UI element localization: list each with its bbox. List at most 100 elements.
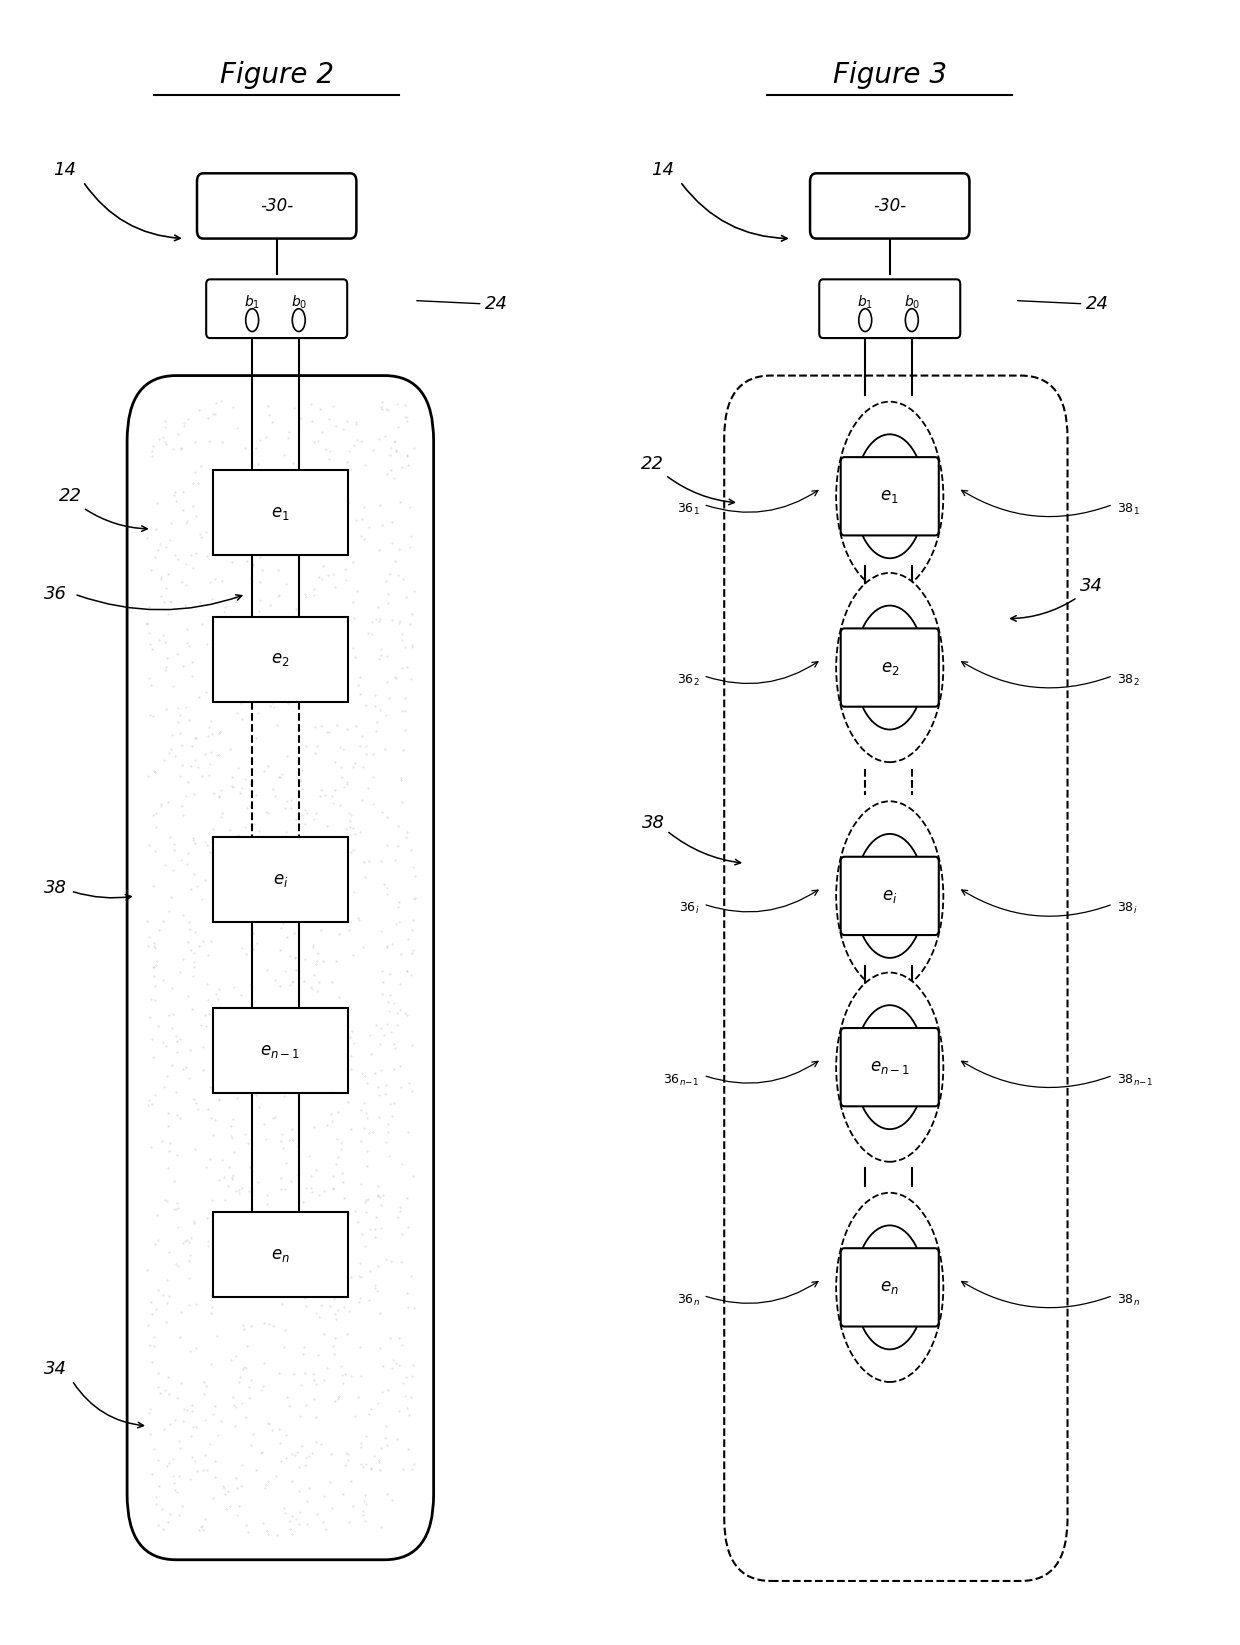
Point [211, 719, 231, 745]
Point [196, 678, 216, 704]
Point [159, 1449, 179, 1476]
Point [143, 433, 162, 459]
Point [232, 1472, 252, 1499]
Text: $e_n$: $e_n$ [880, 1278, 899, 1296]
Point [303, 1439, 322, 1466]
Point [285, 944, 305, 971]
Point [371, 1015, 391, 1041]
Point [191, 1513, 211, 1540]
Point [277, 1383, 296, 1410]
Point [295, 653, 315, 679]
Point [374, 1425, 394, 1451]
Point [259, 1411, 279, 1438]
Point [202, 502, 222, 528]
Point [212, 997, 232, 1023]
Point [370, 646, 389, 673]
Point [301, 975, 321, 1002]
Point [312, 994, 332, 1020]
Text: $b_0$: $b_0$ [904, 293, 920, 311]
Point [145, 951, 165, 977]
Point [306, 1253, 326, 1280]
Point [374, 1022, 394, 1048]
Point [185, 1086, 205, 1112]
Point [366, 681, 386, 707]
Point [150, 916, 170, 943]
Point [322, 1163, 342, 1189]
Point [397, 443, 417, 469]
Point [281, 1168, 301, 1194]
Point [211, 803, 231, 829]
Point [396, 405, 415, 431]
Point [218, 1477, 238, 1504]
Point [182, 1392, 202, 1418]
Point [200, 839, 219, 865]
Point [258, 1467, 278, 1494]
Point [154, 1074, 174, 1101]
Point [306, 1265, 326, 1291]
FancyBboxPatch shape [810, 173, 970, 239]
Point [371, 1031, 391, 1058]
Point [143, 1301, 162, 1328]
Point [324, 901, 343, 928]
Point [277, 1444, 296, 1471]
Point [377, 643, 397, 670]
Point [289, 1454, 309, 1480]
Text: $e_1$: $e_1$ [880, 487, 899, 505]
Point [269, 582, 289, 609]
Point [171, 847, 191, 873]
Point [200, 762, 219, 788]
Point [184, 860, 203, 887]
Point [138, 610, 157, 637]
Point [212, 1474, 232, 1500]
Point [345, 643, 365, 670]
Point [139, 594, 159, 620]
Point [324, 1175, 343, 1201]
Point [398, 1214, 418, 1240]
Point [306, 1370, 326, 1397]
Point [377, 880, 397, 906]
Point [310, 395, 330, 421]
Point [398, 1295, 418, 1321]
Point [284, 842, 304, 869]
Point [387, 1012, 407, 1038]
Point [198, 987, 218, 1013]
Point [242, 1367, 262, 1393]
Point [191, 452, 211, 479]
Point [397, 819, 417, 846]
Point [190, 396, 210, 423]
Point [281, 786, 301, 813]
Point [376, 1128, 396, 1155]
Point [185, 920, 205, 946]
Point [371, 1457, 391, 1484]
Point [227, 1342, 247, 1369]
Point [153, 967, 172, 994]
Point [139, 832, 159, 859]
Point [326, 536, 346, 563]
Point [341, 1056, 361, 1082]
Point [306, 1156, 326, 1183]
Point [139, 665, 159, 691]
Point [377, 1480, 397, 1507]
Point [361, 1454, 381, 1480]
Point [154, 589, 174, 615]
Text: Figure 3: Figure 3 [833, 61, 947, 89]
Point [378, 999, 398, 1025]
Point [319, 855, 339, 882]
Point [350, 1250, 370, 1277]
Point [371, 605, 391, 632]
Point [202, 1188, 222, 1214]
Point [233, 1054, 253, 1081]
Point [322, 1332, 342, 1359]
Point [306, 1300, 326, 1326]
Point [319, 905, 339, 931]
Point [262, 408, 281, 434]
Point [263, 1033, 283, 1059]
Point [229, 1369, 249, 1395]
Point [143, 1349, 162, 1375]
Point [258, 393, 278, 419]
Point [329, 1385, 348, 1411]
Text: Figure 2: Figure 2 [219, 61, 334, 89]
Point [160, 526, 180, 553]
Point [239, 1385, 259, 1411]
Point [146, 490, 166, 517]
